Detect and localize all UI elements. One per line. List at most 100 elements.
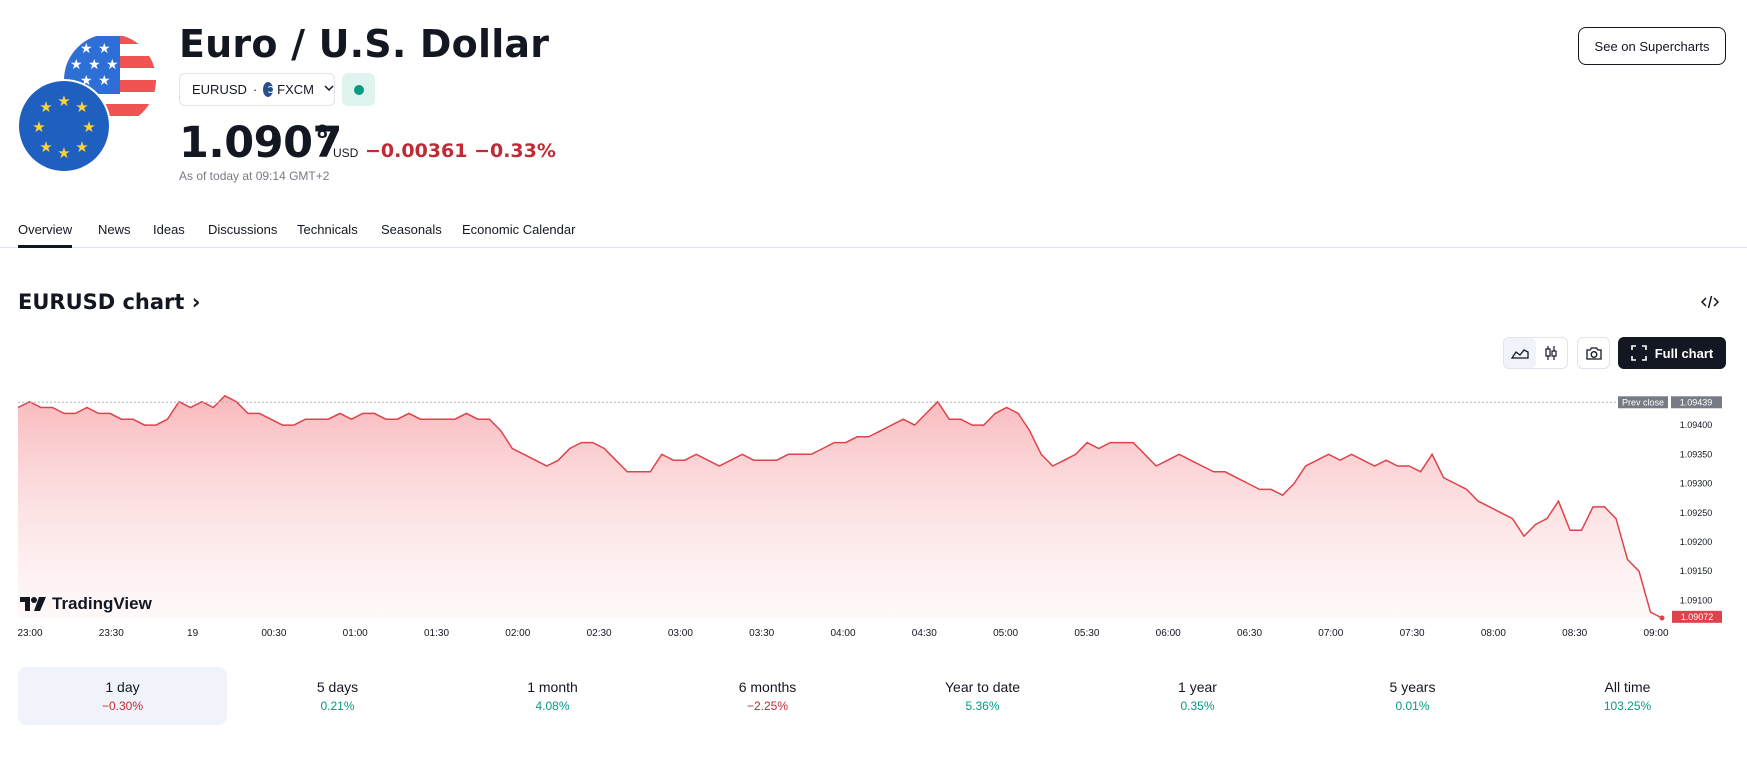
- performance-periods: 1 day −0.30% 5 days 0.21% 1 month 4.08% 6 mont…: [18, 667, 1728, 725]
- x-tick-label: 04:00: [830, 628, 855, 639]
- svg-text:★: ★: [75, 98, 88, 116]
- period-change: 5.36%: [965, 699, 1000, 713]
- period-label: 6 months: [738, 679, 797, 695]
- last-price-label: 1.09072: [1681, 612, 1714, 622]
- y-tick-label: 1.09300: [1680, 479, 1713, 489]
- tab-economic-calendar[interactable]: Economic Calendar: [462, 222, 576, 237]
- tab-seasonals[interactable]: Seasonals: [381, 222, 442, 237]
- area-chart-icon: [1510, 349, 1529, 359]
- currency-flags-icon: ★ ★ ★ ★ ★ ★ ★ ★ ★ ★ ★ ★ ★ ★ ★: [18, 36, 156, 172]
- price-currency: USD: [333, 146, 359, 160]
- chart-style-switcher: [1503, 337, 1568, 369]
- tab-technicals[interactable]: Technicals: [297, 222, 358, 237]
- chevron-right-icon: ›: [184, 290, 201, 314]
- period-change: 0.01%: [1395, 699, 1430, 713]
- x-tick-label: 01:00: [343, 628, 368, 639]
- tab-news[interactable]: News: [98, 222, 131, 237]
- price-timestamp: As of today at 09:14 GMT+2: [179, 169, 330, 183]
- period-change: 0.35%: [1180, 699, 1215, 713]
- x-tick-label: 06:30: [1237, 628, 1262, 639]
- camera-icon: [1585, 346, 1602, 360]
- full-chart-button[interactable]: Full chart: [1618, 337, 1726, 369]
- chart-title-link[interactable]: EURUSD chart ›: [18, 290, 200, 314]
- svg-text:★: ★: [39, 98, 52, 116]
- y-tick-label: 1.09100: [1680, 595, 1713, 605]
- period-change: 4.08%: [535, 699, 570, 713]
- prev-close-label: Prev close: [1622, 397, 1664, 407]
- svg-text:★: ★: [98, 41, 111, 57]
- tradingview-logo-text: TradingView: [52, 594, 152, 613]
- period-label: All time: [1604, 679, 1651, 695]
- tradingview-logo[interactable]: TradingView: [20, 594, 152, 614]
- period-card[interactable]: 1 day −0.30%: [18, 667, 227, 725]
- x-tick-label: 06:00: [1156, 628, 1181, 639]
- svg-text:★: ★: [75, 138, 88, 156]
- period-label: 1 month: [527, 679, 578, 695]
- svg-text:★: ★: [57, 144, 70, 162]
- area-chart-button[interactable]: [1504, 338, 1536, 368]
- market-status-badge[interactable]: [342, 73, 375, 106]
- period-card[interactable]: 5 years 0.01%: [1308, 667, 1517, 725]
- period-card[interactable]: 1 year 0.35%: [1093, 667, 1302, 725]
- x-tick-label: 08:30: [1562, 628, 1587, 639]
- y-tick-label: 1.09250: [1680, 508, 1713, 518]
- tab-discussions[interactable]: Discussions: [208, 222, 278, 237]
- candles-chart-button[interactable]: [1536, 338, 1568, 368]
- x-tick-label: 03:00: [668, 628, 693, 639]
- period-label: 5 years: [1389, 679, 1436, 695]
- period-card[interactable]: All time 103.25%: [1523, 667, 1732, 725]
- market-open-dot-icon: [353, 84, 364, 95]
- svg-text:★: ★: [39, 138, 52, 156]
- tab-ideas[interactable]: Ideas: [153, 222, 185, 237]
- period-change: −0.30%: [101, 699, 144, 713]
- x-tick-label: 03:30: [749, 628, 774, 639]
- y-tick-label: 1.09150: [1680, 566, 1713, 576]
- embed-code-icon[interactable]: [1700, 292, 1720, 312]
- last-price-marker: 1.09072: [1672, 610, 1722, 623]
- tradingview-logo-icon: [20, 597, 46, 611]
- exchange-text: FXCM: [277, 82, 314, 97]
- period-label: Year to date: [945, 679, 1020, 695]
- period-card[interactable]: 1 month 4.08%: [448, 667, 657, 725]
- x-tick-label: 08:00: [1481, 628, 1506, 639]
- see-on-supercharts-button[interactable]: See on Supercharts: [1578, 27, 1726, 65]
- svg-text:★: ★: [57, 92, 70, 110]
- symbol-selector[interactable]: EURUSD · FXCM: [179, 73, 335, 106]
- price-line: [17, 394, 1663, 619]
- x-tick-label: 05:30: [1074, 628, 1099, 639]
- candles-icon: [1545, 346, 1557, 360]
- svg-text:★: ★: [106, 57, 119, 73]
- x-tick-label: 02:30: [587, 628, 612, 639]
- period-change: 103.25%: [1603, 699, 1652, 713]
- price-change: −0.00361 −0.33%: [365, 140, 556, 162]
- separator-dot: ·: [252, 82, 258, 97]
- svg-text:★: ★: [32, 118, 45, 136]
- x-tick-label: 23:00: [17, 628, 42, 639]
- x-tick-label: 02:00: [505, 628, 530, 639]
- period-label: 1 year: [1178, 679, 1217, 695]
- full-chart-label: Full chart: [1654, 345, 1714, 361]
- period-card[interactable]: Year to date 5.36%: [878, 667, 1087, 725]
- page-title: Euro / U.S. Dollar: [179, 22, 550, 66]
- price-chart[interactable]: 1.09400 1.09350 1.09300 1.09250 1.09200 1.091…: [0, 380, 1747, 650]
- last-price-fraction: 8: [317, 122, 328, 143]
- y-tick-label: 1.09400: [1680, 420, 1713, 430]
- exchange-logo-icon: [263, 82, 275, 97]
- x-tick-label: 09:00: [1643, 628, 1668, 639]
- period-label: 1 day: [105, 679, 140, 695]
- period-change: −2.25%: [746, 699, 789, 713]
- chart-title-text: EURUSD chart: [18, 290, 185, 314]
- prev-close-value: 1.09439: [1680, 397, 1713, 407]
- period-card[interactable]: 5 days 0.21%: [233, 667, 442, 725]
- period-change: 0.21%: [320, 699, 355, 713]
- y-tick-label: 1.09200: [1680, 537, 1713, 547]
- x-tick-label: 07:30: [1400, 628, 1425, 639]
- period-card[interactable]: 6 months −2.25%: [663, 667, 872, 725]
- tab-overview[interactable]: Overview: [18, 222, 73, 248]
- svg-text:★: ★: [98, 73, 111, 89]
- snapshot-button[interactable]: [1577, 337, 1610, 369]
- tab-bar: Overview News Ideas Discussions Technica…: [0, 218, 1747, 248]
- price-area-fill: [18, 395, 1662, 618]
- x-tick-label: 23:30: [99, 628, 124, 639]
- svg-text:★: ★: [70, 57, 83, 73]
